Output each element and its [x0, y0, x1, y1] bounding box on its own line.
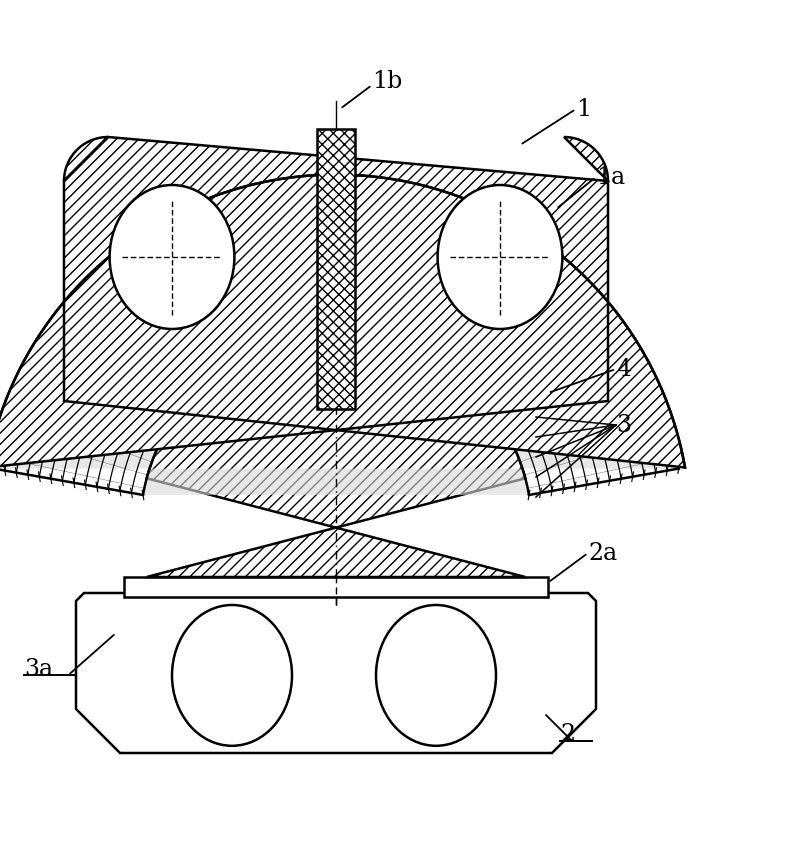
Polygon shape	[0, 137, 685, 468]
Polygon shape	[76, 593, 596, 753]
Text: 3a: 3a	[24, 657, 53, 680]
Text: 4: 4	[616, 358, 631, 380]
Ellipse shape	[438, 185, 562, 329]
Text: 3: 3	[616, 414, 631, 437]
Text: 1: 1	[576, 98, 591, 120]
Ellipse shape	[376, 605, 496, 746]
Polygon shape	[124, 577, 548, 597]
Polygon shape	[317, 129, 355, 409]
Ellipse shape	[172, 605, 292, 746]
Text: 2: 2	[560, 723, 575, 746]
Text: 2a: 2a	[588, 541, 617, 565]
Text: 1a: 1a	[596, 166, 625, 189]
Text: 1b: 1b	[372, 69, 402, 93]
Polygon shape	[0, 181, 678, 495]
Polygon shape	[146, 333, 526, 577]
Ellipse shape	[110, 185, 234, 329]
